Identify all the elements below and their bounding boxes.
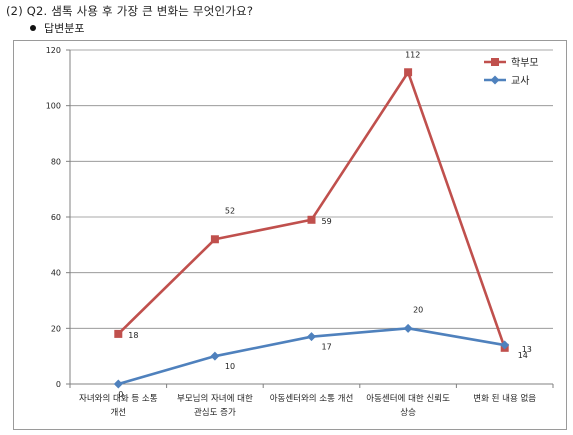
x-category-label: 부모님의 자녀에 대한 [177,393,253,404]
x-category-label: 개선 [110,407,126,418]
legend-marker [490,75,500,85]
section-heading: 답변분포 [30,20,84,36]
series-line-학부모 [117,70,506,349]
data-label: 52 [225,206,235,215]
x-category-label: 상승 [400,407,416,418]
data-point-marker [404,68,413,77]
data-label: 59 [322,217,332,226]
y-tick-label: 80 [51,157,61,166]
y-tick-label: 60 [51,213,61,222]
y-tick-label: 120 [46,46,61,55]
data-label: 13 [522,345,532,354]
data-point-marker [307,215,316,224]
x-category-label: 자녀와의 대화 등 소통 [79,393,158,404]
x-category-label: 변화 된 내용 없음 [473,393,536,404]
chart-frame [13,40,567,430]
bullet-icon [30,25,36,31]
legend-label: 학부모 [511,57,539,69]
section-label: 답변분포 [44,22,85,35]
x-category-label: 관심도 증가 [194,407,236,418]
legend-label: 교사 [511,75,529,87]
y-tick-label: 40 [51,269,61,278]
data-point-marker [114,329,123,338]
y-tick-label: 20 [51,324,61,333]
data-point-marker [210,351,220,361]
y-tick-label: 100 [46,102,61,111]
legend-marker [491,58,499,66]
data-point-marker [500,340,510,350]
data-point-marker [113,379,123,389]
data-label: 14 [518,351,528,360]
data-point-marker [210,235,219,244]
question-title: (2) Q2. 샘톡 사용 후 가장 큰 변화는 무엇인가요? [6,4,254,18]
y-tick-label: 0 [56,380,61,389]
x-category-label: 아동센터와의 소통 개선 [270,393,354,404]
data-label: 18 [128,331,138,340]
data-label: 10 [225,362,235,371]
data-label: 20 [413,305,423,314]
data-label: 0 [118,390,123,399]
data-label: 17 [322,343,332,352]
data-point-marker [403,323,413,333]
data-point-marker [307,332,316,342]
x-category-label: 아동센터에 대한 신뢰도 [366,393,450,404]
data-label: 112 [405,50,420,59]
